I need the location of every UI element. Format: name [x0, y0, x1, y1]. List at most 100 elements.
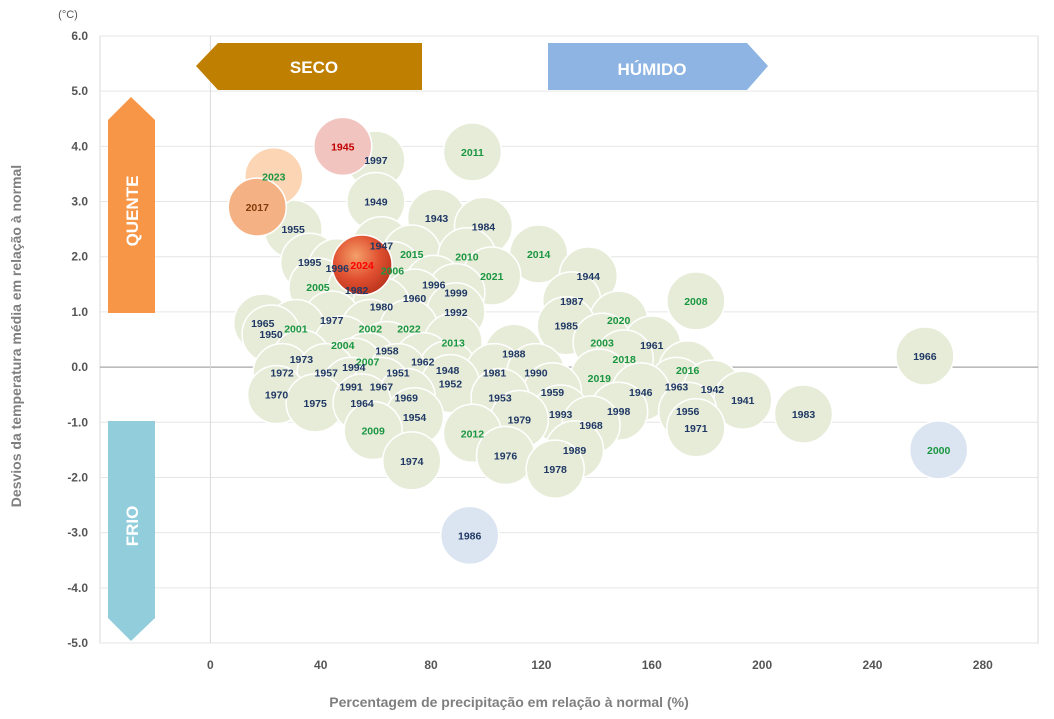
bubble-label-1950: 1950	[259, 329, 283, 341]
bubble-label-1983: 1983	[792, 409, 816, 421]
bubble-label-2017: 2017	[246, 202, 270, 214]
bubble-label-1982: 1982	[345, 285, 369, 297]
bubble-label-2008: 2008	[684, 296, 708, 308]
dry-arrow	[196, 43, 422, 90]
bubble-label-1996: 1996	[422, 279, 446, 291]
bubble-label-1986: 1986	[458, 530, 482, 542]
bubble-1945[interactable]	[313, 116, 373, 177]
bubble-label-1947: 1947	[370, 241, 394, 253]
bubble-label-2003: 2003	[590, 337, 614, 349]
bubble-2011[interactable]	[442, 122, 503, 182]
bubble-label-1981: 1981	[483, 368, 507, 380]
cold-arrow-label: FRIO	[123, 506, 142, 547]
bubble-label-1975: 1975	[304, 398, 328, 410]
bubble-label-1941: 1941	[731, 395, 755, 407]
bubble-label-1978: 1978	[544, 464, 568, 476]
bubble-label-2018: 2018	[612, 354, 636, 366]
bubble-label-2015: 2015	[400, 249, 424, 261]
bubble-label-2001: 2001	[284, 323, 308, 335]
y-tick-label: -2.0	[67, 470, 88, 484]
bubble-label-1948: 1948	[436, 365, 460, 377]
y-tick-label: 5.0	[71, 84, 88, 98]
y-tick-label: -3.0	[67, 526, 88, 540]
bubble-label-1984: 1984	[472, 221, 496, 233]
bubble-label-1955: 1955	[281, 224, 305, 236]
bubble-1986[interactable]	[439, 505, 500, 566]
bubble-label-1990: 1990	[524, 368, 548, 380]
bubble-1974[interactable]	[381, 431, 442, 491]
x-tick-label: 80	[424, 658, 438, 672]
bubble-label-2019: 2019	[588, 373, 612, 385]
bubble-label-2004: 2004	[331, 340, 355, 352]
bubble-label-1961: 1961	[640, 340, 664, 352]
warm-arrow-label: QUENTE	[123, 176, 142, 247]
bubble-2024[interactable]	[331, 234, 393, 296]
bubble-label-1967: 1967	[370, 381, 394, 393]
bubble-label-2011: 2011	[461, 147, 484, 159]
bubble-label-2000: 2000	[927, 445, 951, 457]
y-tick-label: -1.0	[67, 415, 88, 429]
x-tick-label: 0	[207, 658, 214, 672]
bubble-label-1957: 1957	[315, 368, 339, 380]
cold-arrow	[108, 421, 155, 641]
bubble-label-1952: 1952	[439, 379, 463, 391]
bubble-label-2014: 2014	[527, 249, 551, 261]
bubble-label-1976: 1976	[494, 450, 518, 462]
bubble-1983[interactable]	[773, 384, 834, 444]
bubble-1978[interactable]	[525, 439, 585, 499]
bubble-label-1963: 1963	[665, 381, 689, 393]
bubble-label-1956: 1956	[676, 406, 700, 418]
bubble-label-1987: 1987	[560, 296, 584, 308]
bubble-label-1953: 1953	[488, 392, 512, 404]
bubble-label-1969: 1969	[395, 392, 419, 404]
bubble-label-1970: 1970	[265, 390, 289, 402]
bubble-label-2007: 2007	[356, 357, 380, 369]
bubble-label-1972: 1972	[270, 368, 294, 380]
x-tick-label: 280	[973, 658, 993, 672]
wet-arrow-label: HÚMIDO	[618, 60, 687, 79]
bubble-label-1965: 1965	[251, 318, 275, 330]
bubble-label-1992: 1992	[444, 307, 468, 319]
bubble-label-1973: 1973	[290, 354, 314, 366]
bubble-label-2022: 2022	[397, 323, 421, 335]
bubble-label-1995: 1995	[298, 257, 322, 269]
bubble-label-1951: 1951	[386, 368, 410, 380]
bubble-label-1966: 1966	[913, 351, 937, 363]
bubble-label-2013: 2013	[441, 337, 465, 349]
bubble-label-2002: 2002	[359, 323, 383, 335]
x-tick-label: 40	[314, 658, 328, 672]
bubble-label-2006: 2006	[381, 266, 405, 278]
bubble-label-1998: 1998	[607, 406, 631, 418]
bubble-label-1994: 1994	[342, 362, 366, 374]
bubble-label-1991: 1991	[339, 381, 363, 393]
dry-arrow-label: SECO	[290, 58, 338, 77]
bubble-label-2009: 2009	[361, 426, 385, 438]
bubble-2000[interactable]	[908, 420, 969, 480]
bubble-label-1959: 1959	[541, 387, 565, 399]
y-tick-label: 3.0	[71, 195, 88, 209]
y-tick-label: 6.0	[71, 29, 88, 43]
bubble-label-1988: 1988	[502, 348, 526, 360]
bubble-label-1974: 1974	[400, 456, 424, 468]
x-tick-label: 120	[531, 658, 551, 672]
x-tick-label: 200	[752, 658, 772, 672]
y-axis-unit: (°C)	[58, 9, 78, 21]
bubble-1966[interactable]	[895, 326, 955, 386]
bubble-label-1971: 1971	[684, 423, 708, 435]
bubble-label-1979: 1979	[508, 415, 532, 427]
bubble-2017[interactable]	[227, 177, 288, 237]
bubble-label-1989: 1989	[563, 445, 587, 457]
bubble-2008[interactable]	[666, 271, 726, 331]
bubble-1971[interactable]	[666, 398, 726, 458]
bubble-label-1999: 1999	[444, 288, 468, 300]
bubble-label-1997: 1997	[364, 155, 388, 167]
bubble-label-2010: 2010	[455, 252, 479, 264]
bubble-label-1964: 1964	[350, 398, 374, 410]
bubble-label-2021: 2021	[480, 271, 504, 283]
bubble-label-1996: 1996	[326, 263, 350, 275]
bubble-label-1962: 1962	[411, 357, 435, 369]
bubble-label-2012: 2012	[461, 428, 485, 440]
bubble-label-1993: 1993	[549, 409, 573, 421]
x-tick-label: 240	[862, 658, 882, 672]
bubble-label-1944: 1944	[577, 271, 601, 283]
